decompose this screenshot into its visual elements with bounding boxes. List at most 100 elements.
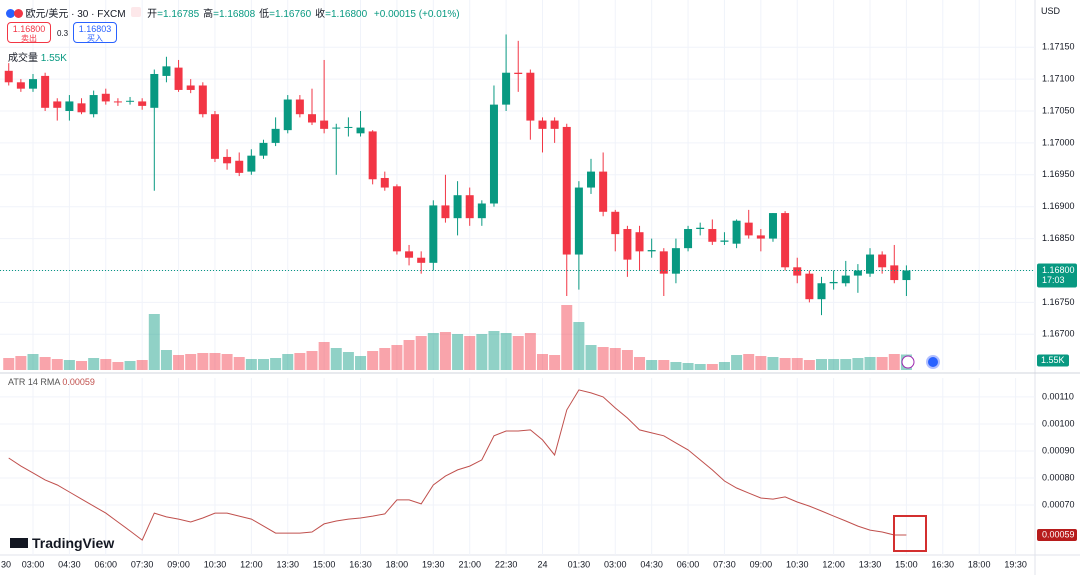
volume-bar: [682, 363, 694, 370]
x-tick-label: 24: [537, 559, 547, 569]
volume-bar: [3, 358, 15, 370]
ohlc: 开=1.16785 高=1.16808 低=1.16760 收=1.16800: [147, 9, 371, 20]
volume-bar: [488, 331, 500, 370]
candle-body: [28, 79, 37, 89]
volume-bar: [63, 360, 75, 370]
x-tick-label: 30: [1, 559, 11, 569]
volume-bar: [379, 348, 391, 370]
x-tick-label: 06:00: [677, 559, 700, 569]
volume-bar: [427, 333, 439, 370]
volume-bar: [621, 350, 633, 370]
volume-legend: 成交量 1.55K: [8, 49, 67, 64]
candle-body: [235, 160, 244, 173]
candle-body: [392, 186, 401, 252]
volume-bar: [415, 336, 427, 370]
candle-body: [356, 127, 365, 134]
candle-body: [902, 270, 911, 281]
candle-body: [465, 195, 474, 219]
x-tick-label: 22:30: [495, 559, 518, 569]
volume-bar: [573, 322, 585, 370]
candle-body: [453, 195, 462, 219]
volume-bar: [245, 359, 257, 370]
ohlc-value: =1.16760: [269, 9, 312, 20]
volume-bar: [452, 334, 464, 370]
candle-body: [744, 222, 753, 236]
atr-legend: ATR 14 RMA 0.00059: [8, 377, 95, 387]
ohlc-label: 高: [203, 9, 214, 20]
volume-bar: [646, 360, 658, 370]
y-tick-label: 1.17050: [1042, 105, 1075, 115]
candle-body: [866, 254, 875, 274]
buy-button[interactable]: 1.16803 买入: [73, 22, 117, 43]
last-price-box: [1037, 263, 1077, 288]
sell-button[interactable]: 1.16800 卖出: [7, 22, 51, 43]
candle-body: [550, 120, 559, 129]
candle-body: [344, 126, 353, 128]
volume-bar: [15, 356, 27, 370]
volume-bar: [585, 345, 597, 370]
volume-bar: [76, 361, 88, 370]
volume-bar: [876, 357, 888, 370]
candle-body: [259, 142, 268, 156]
volume-bar: [561, 305, 573, 370]
volume-bar: [221, 354, 233, 370]
ohlc-item: 收=1.16800: [315, 9, 367, 20]
volume-bar: [500, 333, 512, 370]
candle-body: [223, 156, 232, 164]
volume-bar: [355, 356, 367, 370]
volume-bar: [464, 336, 476, 370]
volume-bar: [524, 333, 536, 370]
volume-bar: [815, 359, 827, 370]
volume-bar: [840, 359, 852, 370]
candle-body: [841, 275, 850, 284]
candle-body: [368, 131, 377, 180]
logo: TradingView: [10, 535, 114, 551]
candle-body: [805, 273, 814, 300]
candle-body: [4, 70, 13, 83]
candle-body: [853, 270, 862, 276]
candle-body: [623, 229, 632, 260]
volume-bar: [282, 354, 294, 370]
candle-body: [611, 211, 620, 235]
x-tick-label: 07:30: [713, 559, 736, 569]
y-tick-label: 1.16900: [1042, 201, 1075, 211]
candle-body: [671, 248, 680, 274]
volume-last: 1.55K: [40, 53, 67, 64]
x-tick-label: 04:30: [640, 559, 663, 569]
icon: [13, 9, 23, 18]
volume-bar: [597, 347, 609, 370]
x-tick-label: 04:30: [58, 559, 81, 569]
volume-bar: [136, 360, 148, 370]
volume-bar: [888, 354, 900, 370]
x-tick-label: 16:30: [349, 559, 372, 569]
atr-last-label: 0.00059: [1042, 529, 1075, 539]
y-tick-label: 1.16850: [1042, 233, 1075, 243]
ohlc-value: =1.16800: [325, 9, 368, 20]
ohlc-value: =1.16785: [157, 9, 200, 20]
volume-bar: [330, 348, 342, 370]
x-tick-label: 13:30: [859, 559, 882, 569]
volume-bar: [536, 354, 548, 370]
candle-body: [526, 72, 535, 121]
candle-body: [247, 155, 256, 172]
volume-bar: [185, 354, 197, 370]
volume-bar: [718, 362, 730, 370]
candle-body: [647, 250, 656, 252]
currency[interactable]: USD: [1041, 6, 1061, 16]
x-tick-label: 06:00: [95, 559, 118, 569]
candle-body: [829, 281, 838, 284]
volume-bar: [609, 348, 621, 370]
volume-last-box: [1037, 354, 1069, 367]
candle-body: [283, 99, 292, 131]
x-tick-label: 12:00: [822, 559, 845, 569]
candle-body: [599, 171, 608, 212]
symbol[interactable]: 欧元/美元 · 30 · FXCM: [25, 9, 126, 20]
candle-body: [878, 254, 887, 268]
candle-body: [720, 240, 729, 242]
candle-body: [489, 104, 498, 204]
volume-bar: [39, 357, 51, 370]
candle-body: [271, 128, 280, 143]
candle-body: [320, 120, 329, 129]
volume-bar: [864, 357, 876, 370]
